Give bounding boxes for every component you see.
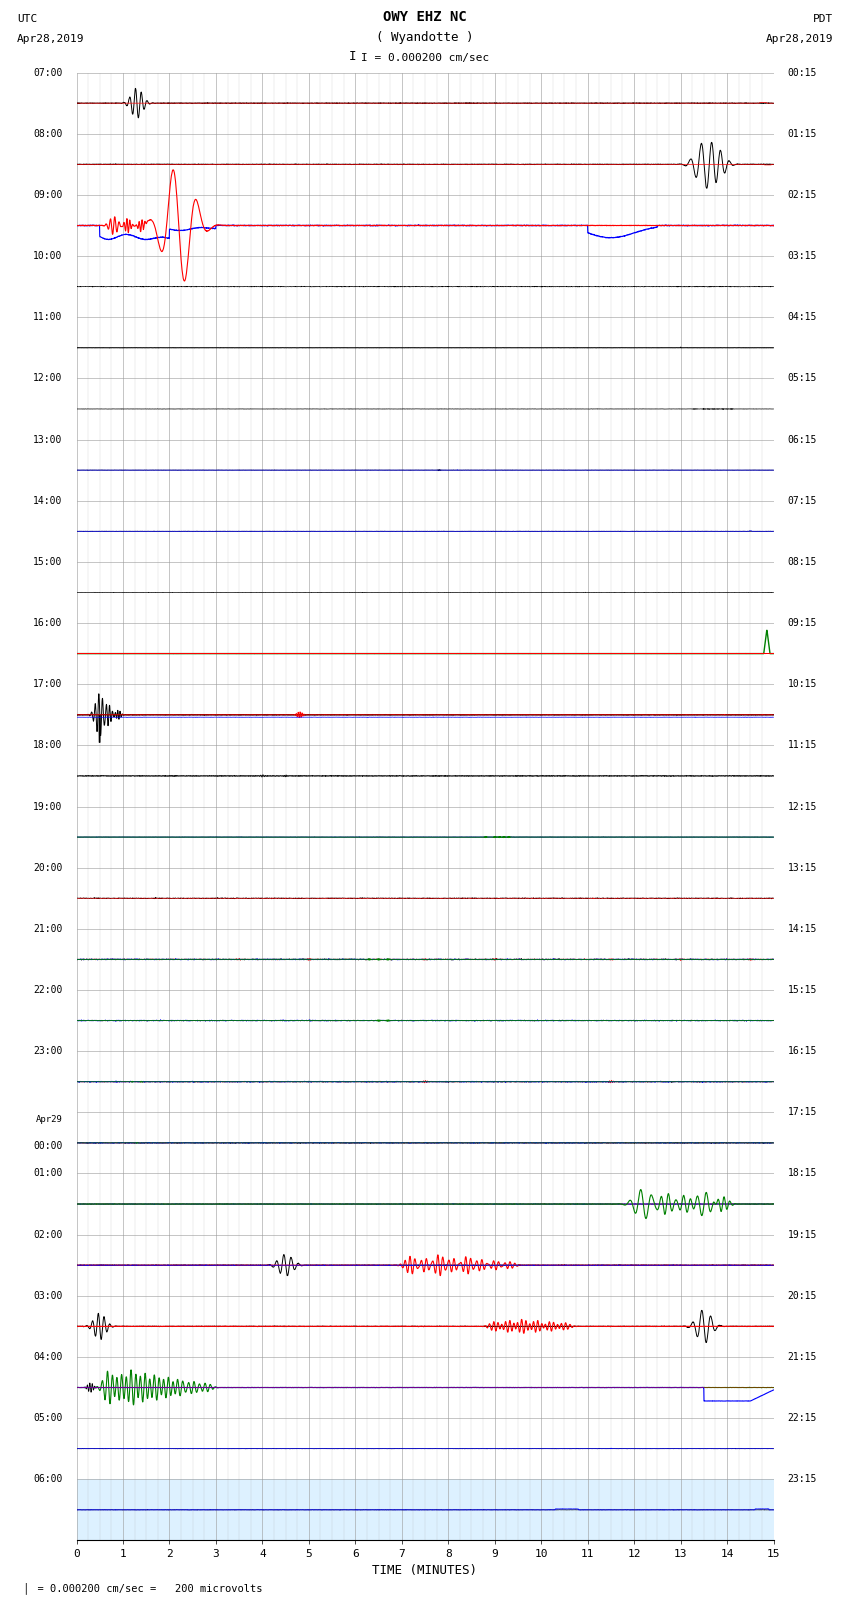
Text: 10:00: 10:00 xyxy=(33,252,63,261)
Text: 06:15: 06:15 xyxy=(787,434,817,445)
Text: 19:00: 19:00 xyxy=(33,802,63,811)
Text: 21:15: 21:15 xyxy=(787,1352,817,1361)
Text: 01:00: 01:00 xyxy=(33,1168,63,1179)
X-axis label: TIME (MINUTES): TIME (MINUTES) xyxy=(372,1563,478,1576)
Text: 18:15: 18:15 xyxy=(787,1168,817,1179)
Text: 02:00: 02:00 xyxy=(33,1229,63,1240)
Text: I: I xyxy=(349,50,356,63)
Text: 14:15: 14:15 xyxy=(787,924,817,934)
Text: 12:00: 12:00 xyxy=(33,373,63,384)
Text: 23:15: 23:15 xyxy=(787,1474,817,1484)
Text: 03:15: 03:15 xyxy=(787,252,817,261)
Text: 15:00: 15:00 xyxy=(33,556,63,566)
Text: 18:00: 18:00 xyxy=(33,740,63,750)
Text: 08:15: 08:15 xyxy=(787,556,817,566)
Text: 04:00: 04:00 xyxy=(33,1352,63,1361)
Text: 07:15: 07:15 xyxy=(787,495,817,506)
Text: 00:15: 00:15 xyxy=(787,68,817,77)
Bar xyxy=(76,1479,774,1540)
Text: 09:15: 09:15 xyxy=(787,618,817,627)
Text: 19:15: 19:15 xyxy=(787,1229,817,1240)
Text: 11:00: 11:00 xyxy=(33,313,63,323)
Text: 20:00: 20:00 xyxy=(33,863,63,873)
Text: 13:15: 13:15 xyxy=(787,863,817,873)
Text: 06:00: 06:00 xyxy=(33,1474,63,1484)
Text: 08:00: 08:00 xyxy=(33,129,63,139)
Text: PDT: PDT xyxy=(813,15,833,24)
Text: Apr28,2019: Apr28,2019 xyxy=(766,34,833,44)
Text: 22:00: 22:00 xyxy=(33,986,63,995)
Text: ( Wyandotte ): ( Wyandotte ) xyxy=(377,31,473,44)
Text: 12:15: 12:15 xyxy=(787,802,817,811)
Text: 23:00: 23:00 xyxy=(33,1047,63,1057)
Text: 05:00: 05:00 xyxy=(33,1413,63,1423)
Text: 00:00: 00:00 xyxy=(33,1140,63,1152)
Text: ▏ = 0.000200 cm/sec =   200 microvolts: ▏ = 0.000200 cm/sec = 200 microvolts xyxy=(26,1582,263,1594)
Text: Apr29: Apr29 xyxy=(36,1115,63,1124)
Text: 05:15: 05:15 xyxy=(787,373,817,384)
Text: 16:00: 16:00 xyxy=(33,618,63,627)
Text: 07:00: 07:00 xyxy=(33,68,63,77)
Text: 10:15: 10:15 xyxy=(787,679,817,689)
Text: 22:15: 22:15 xyxy=(787,1413,817,1423)
Text: UTC: UTC xyxy=(17,15,37,24)
Text: 01:15: 01:15 xyxy=(787,129,817,139)
Text: 17:00: 17:00 xyxy=(33,679,63,689)
Text: 20:15: 20:15 xyxy=(787,1290,817,1300)
Text: 21:00: 21:00 xyxy=(33,924,63,934)
Text: OWY EHZ NC: OWY EHZ NC xyxy=(383,10,467,24)
Text: 16:15: 16:15 xyxy=(787,1047,817,1057)
Text: 11:15: 11:15 xyxy=(787,740,817,750)
Text: 03:00: 03:00 xyxy=(33,1290,63,1300)
Text: 09:00: 09:00 xyxy=(33,190,63,200)
Text: 17:15: 17:15 xyxy=(787,1107,817,1118)
Text: 13:00: 13:00 xyxy=(33,434,63,445)
Text: Apr28,2019: Apr28,2019 xyxy=(17,34,84,44)
Text: 14:00: 14:00 xyxy=(33,495,63,506)
Text: 04:15: 04:15 xyxy=(787,313,817,323)
Text: 15:15: 15:15 xyxy=(787,986,817,995)
Text: I = 0.000200 cm/sec: I = 0.000200 cm/sec xyxy=(361,53,489,63)
Text: 02:15: 02:15 xyxy=(787,190,817,200)
